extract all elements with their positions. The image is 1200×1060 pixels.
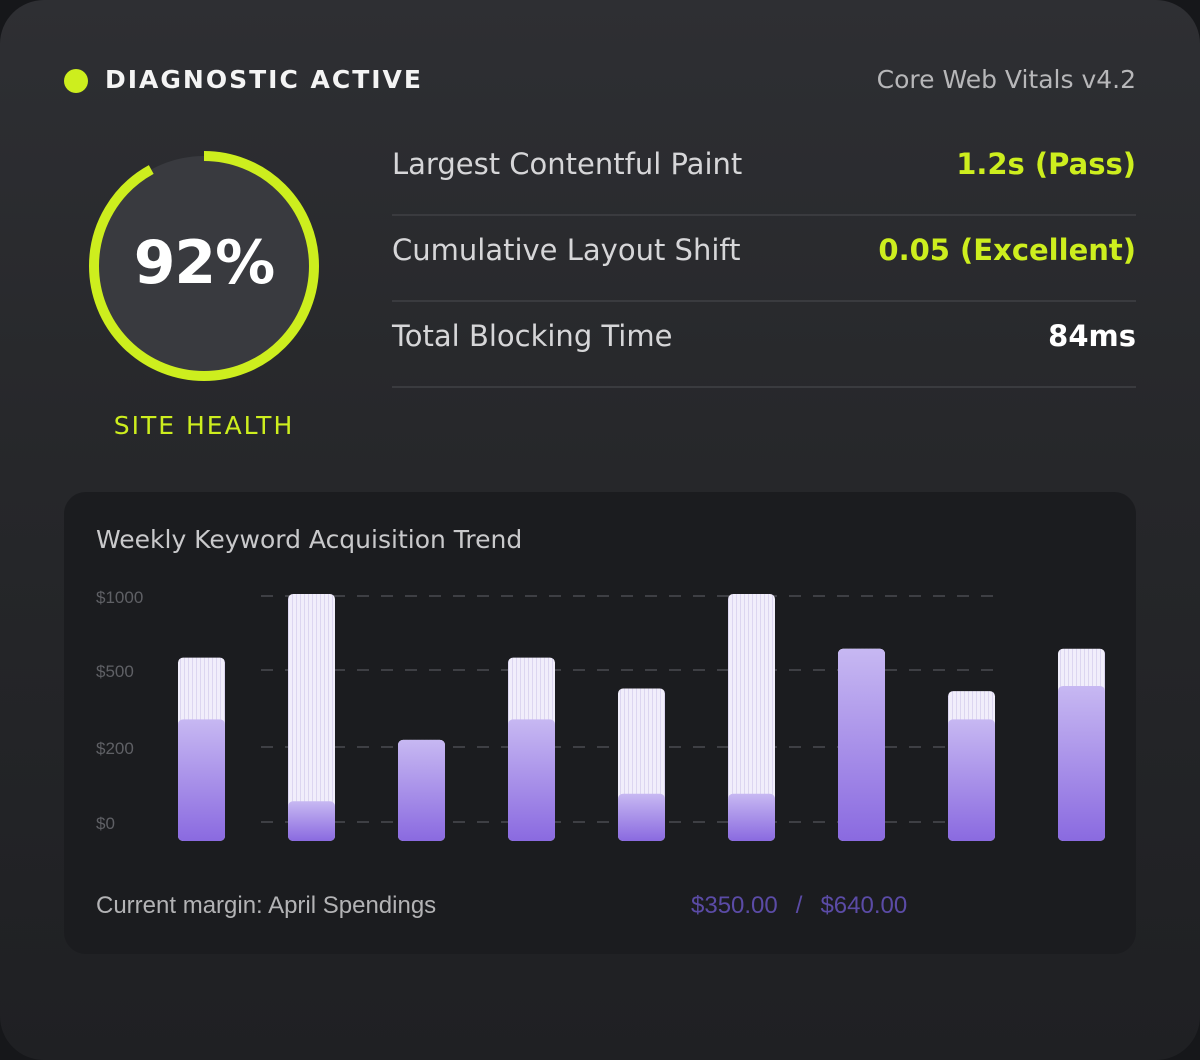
bar-value: [948, 719, 995, 841]
y-tick-label: $0: [96, 814, 115, 833]
status-dot-icon: [64, 69, 88, 93]
metric-label: Largest Contentful Paint: [392, 147, 743, 181]
metric-label: Total Blocking Time: [392, 319, 673, 353]
bar-value: [838, 648, 885, 841]
header: DIAGNOSTIC ACTIVE Core Web Vitals v4.2: [64, 62, 1136, 102]
chart-title: Weekly Keyword Acquisition Trend: [96, 525, 523, 554]
footer-label: Current margin: April Spendings: [96, 892, 437, 919]
y-tick-label: $500: [96, 662, 134, 681]
health-value: 92%: [133, 228, 276, 298]
chart-panel: Weekly Keyword Acquisition Trend $1000 $5…: [64, 492, 1136, 954]
footer-separator: /: [795, 892, 803, 919]
bar-value: [398, 739, 445, 841]
health-gauge-ring: [89, 151, 319, 381]
footer-value-total: $640.00: [820, 892, 908, 919]
bar-value: [508, 719, 555, 841]
y-tick-label: $200: [96, 739, 134, 758]
gauge-progress-arc: [89, 151, 319, 381]
bar-value: [1058, 685, 1105, 841]
health-caption: SITE HEALTH: [113, 411, 295, 440]
metric-label: Cumulative Layout Shift: [392, 233, 741, 267]
status-label: DIAGNOSTIC ACTIVE: [105, 65, 423, 94]
metric-row-lcp: Largest Contentful Paint 1.2s (Pass): [392, 130, 1136, 216]
metric-row-cls: Cumulative Layout Shift 0.05 (Excellent): [392, 216, 1136, 302]
health-gauge: 92%: [84, 146, 324, 386]
metric-row-tbt: Total Blocking Time 84ms: [392, 302, 1136, 388]
footer-value-current: $350.00: [691, 892, 778, 919]
bar-value: [618, 793, 665, 841]
bar-value: [288, 801, 335, 841]
footer-values: $350.00 / $640.00: [691, 892, 907, 920]
metric-value: 0.05 (Excellent): [878, 233, 1136, 267]
gauge-face: [94, 156, 314, 376]
bar-value: [178, 719, 225, 841]
metric-value: 1.2s (Pass): [956, 147, 1136, 181]
metric-value: 84ms: [1048, 319, 1136, 353]
bar-value: [728, 793, 775, 841]
version-label: Core Web Vitals v4.2: [876, 65, 1136, 94]
metrics-list: Largest Contentful Paint 1.2s (Pass) Cum…: [392, 130, 1136, 388]
bar-chart: $1000 $500 $200 $0: [96, 588, 1105, 841]
bar-total: [288, 594, 335, 841]
y-tick-label: $1000: [96, 588, 143, 607]
bar-total: [728, 594, 775, 841]
